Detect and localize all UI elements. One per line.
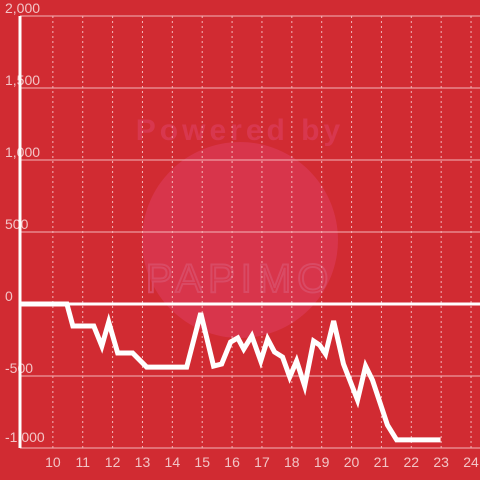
x-tick-label: 19 (314, 454, 330, 470)
x-tick-label: 16 (224, 454, 240, 470)
x-tick-label: 13 (135, 454, 151, 470)
line (20, 301, 441, 443)
x-tick-label: 14 (165, 454, 181, 470)
y-tick-label: 1,000 (5, 144, 40, 160)
x-tick-label: 20 (344, 454, 360, 470)
x-tick-label: 23 (433, 454, 449, 470)
x-tick-label: 24 (463, 454, 479, 470)
y-tick-label: 1,500 (5, 72, 40, 88)
watermark-logo (142, 142, 338, 338)
x-tick-label: 17 (254, 454, 270, 470)
x-tick-label: 12 (105, 454, 121, 470)
x-tick-label: 15 (194, 454, 210, 470)
x-tick-label: 10 (45, 454, 61, 470)
y-tick-label: -1,000 (5, 429, 45, 445)
x-tick-label: 11 (75, 454, 90, 470)
y-tick-label: 500 (5, 216, 29, 232)
watermark: PAPIMO (146, 257, 335, 301)
x-tick-label: 18 (284, 454, 300, 470)
y-tick-label: 2,000 (5, 0, 40, 16)
watermark: Powered by (136, 114, 344, 147)
x-tick-label: 21 (374, 454, 390, 470)
x-tick-label: 22 (404, 454, 420, 470)
y-tick-label: 0 (5, 288, 13, 304)
